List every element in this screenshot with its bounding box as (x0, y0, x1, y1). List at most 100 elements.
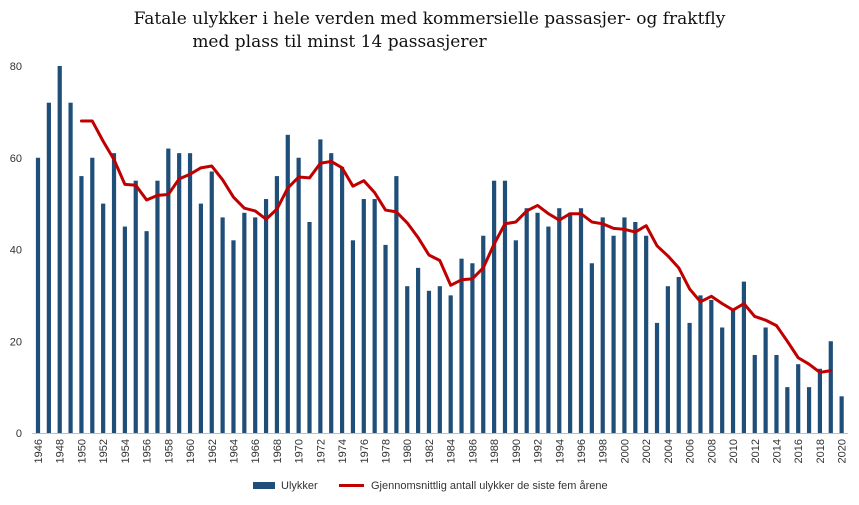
x-tick-label: 2004 (663, 439, 675, 463)
bar (35, 157, 41, 433)
bar (187, 153, 193, 433)
bar (372, 199, 377, 433)
bar (470, 263, 475, 433)
bar (253, 217, 258, 433)
bar (307, 221, 312, 433)
x-tick-label: 1978 (381, 439, 393, 463)
bar (57, 66, 62, 433)
bar (741, 281, 746, 433)
x-tick-label: 1964 (228, 439, 240, 463)
bar (285, 134, 290, 433)
legend-bar-label: Ulykker (281, 480, 318, 492)
x-tick-label: 2018 (815, 439, 827, 463)
bar (426, 290, 432, 433)
bar (589, 263, 594, 433)
bar (90, 157, 95, 433)
bar (676, 277, 681, 433)
x-axis: 1946 1948 1950 1952 1954 1956 1958 1960 1962 1964… (32, 433, 849, 463)
bar (622, 217, 627, 433)
x-tick-label: 1984 (446, 439, 458, 463)
bar (350, 240, 356, 433)
x-tick-label: 2020 (837, 439, 849, 463)
bar (68, 102, 73, 433)
x-tick-label: 1994 (554, 439, 566, 463)
bar (231, 240, 236, 433)
bar (394, 176, 399, 433)
legend-line-label: Gjennomsnittlig antall ulykker de siste … (371, 480, 608, 492)
chart-title-line2: med plass til minst 14 passasjerer (192, 32, 487, 52)
bar (79, 176, 84, 433)
x-tick-label: 2002 (641, 439, 653, 463)
bar (339, 166, 345, 434)
x-tick-label: 1970 (294, 439, 306, 463)
x-tick-label: 1982 (424, 439, 436, 463)
x-tick-label: 1990 (511, 439, 523, 463)
x-tick-label: 1960 (185, 439, 197, 463)
bar (122, 226, 127, 433)
bar (720, 327, 725, 433)
bar (416, 267, 421, 433)
bar (492, 180, 497, 433)
bar (274, 176, 280, 433)
bar (329, 153, 334, 433)
y-tick-label: 20 (10, 336, 22, 348)
bar (698, 295, 703, 434)
bar (611, 235, 616, 433)
bar (166, 148, 171, 433)
bar (209, 171, 214, 433)
bar (774, 355, 779, 433)
chart-title: Fatale ulykker i hele verden med kommers… (0, 8, 859, 54)
bar (405, 286, 410, 433)
bar (198, 203, 203, 433)
x-tick-label: 2014 (771, 439, 783, 463)
bar (568, 212, 573, 433)
bar (513, 240, 518, 433)
bar (459, 258, 464, 433)
bar (263, 199, 269, 433)
bar (111, 153, 117, 433)
bar (242, 212, 247, 433)
x-tick-label: 1986 (467, 439, 479, 463)
y-tick-label: 0 (16, 428, 22, 440)
bar (296, 157, 301, 433)
bar (383, 244, 388, 433)
y-tick-label: 40 (10, 245, 22, 257)
bar (437, 286, 442, 433)
bar (448, 295, 453, 434)
x-tick-label: 1950 (76, 439, 88, 463)
legend-bar-swatch (253, 482, 275, 489)
x-tick-label: 1988 (489, 439, 501, 463)
bar (752, 355, 757, 433)
x-tick-label: 2016 (793, 439, 805, 463)
x-tick-label: 1952 (98, 439, 110, 463)
chart-title-line1: Fatale ulykker i hele verden med kommers… (133, 9, 726, 29)
bar (644, 235, 649, 433)
bar (155, 180, 160, 433)
bar (665, 286, 670, 433)
bar (763, 327, 768, 433)
bar (481, 235, 486, 433)
bar (535, 212, 540, 433)
bar (46, 102, 51, 433)
x-tick-label: 1972 (315, 439, 327, 463)
x-tick-label: 1948 (55, 439, 67, 463)
average-line (79, 119, 833, 374)
bar (361, 199, 366, 433)
y-axis: 0 20 40 60 80 (10, 61, 22, 440)
bar (144, 231, 149, 433)
bar (133, 180, 138, 433)
x-tick-label: 1998 (598, 439, 610, 463)
bar (730, 309, 736, 433)
bar (557, 208, 562, 433)
bar (839, 396, 844, 433)
bar (600, 217, 605, 433)
bar (101, 203, 106, 433)
x-tick-label: 1954 (120, 439, 132, 463)
bar (177, 153, 182, 433)
bar (817, 368, 823, 433)
bar (785, 387, 790, 434)
x-tick-label: 2010 (728, 439, 740, 463)
x-tick-label: 1946 (33, 439, 45, 463)
x-tick-label: 1976 (359, 439, 371, 463)
bar (709, 299, 714, 433)
